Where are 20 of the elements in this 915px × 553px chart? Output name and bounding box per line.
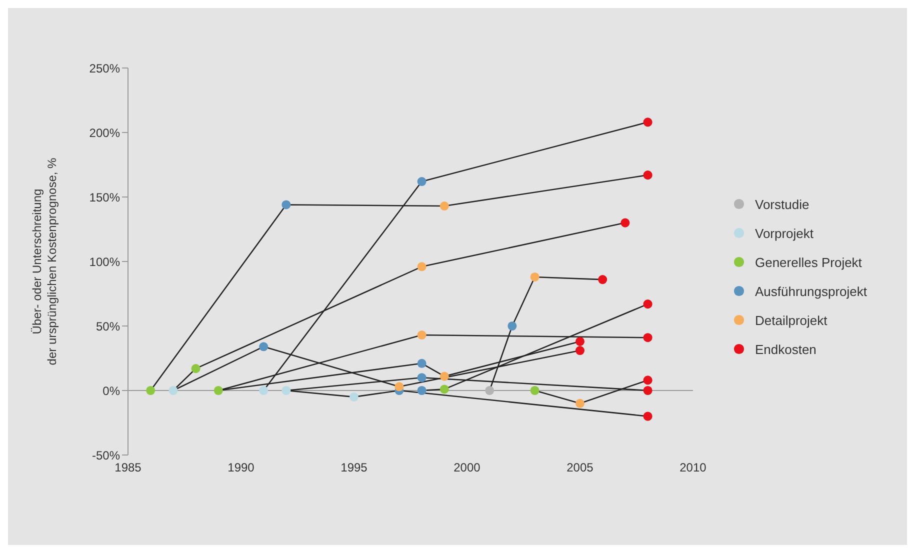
y-tick-label: 150% (89, 190, 120, 204)
y-tick-label: 250% (89, 61, 120, 76)
x-tick-label: 1985 (114, 460, 142, 475)
y-axis-title: Über- oder Unterschreitung der ursprünglichen Kostenprognose, % (30, 157, 59, 366)
y-tick-label: 50% (96, 319, 120, 334)
x-tick-label: 2010 (680, 460, 707, 475)
y-tick-label: 200% (89, 126, 120, 140)
x-tick-label: 2005 (566, 460, 594, 475)
legend-label: Ausführungsprojekt (754, 282, 867, 301)
x-tick-label: 2000 (454, 460, 481, 475)
legend-label: Generelles Projekt (754, 254, 862, 272)
x-tick-label: 1990 (228, 460, 255, 475)
y-tick-label: 100% (89, 254, 120, 269)
y-tick-label: 0% (102, 384, 120, 398)
legend-label: Vorprojekt (754, 224, 814, 243)
x-tick-label: 1995 (340, 460, 368, 475)
legend-label: Detailprojekt (754, 312, 828, 330)
legend-label: Vorstudie (754, 196, 810, 214)
y-tick-label: -50% (92, 448, 120, 462)
legend-label: Endkosten (754, 340, 816, 358)
